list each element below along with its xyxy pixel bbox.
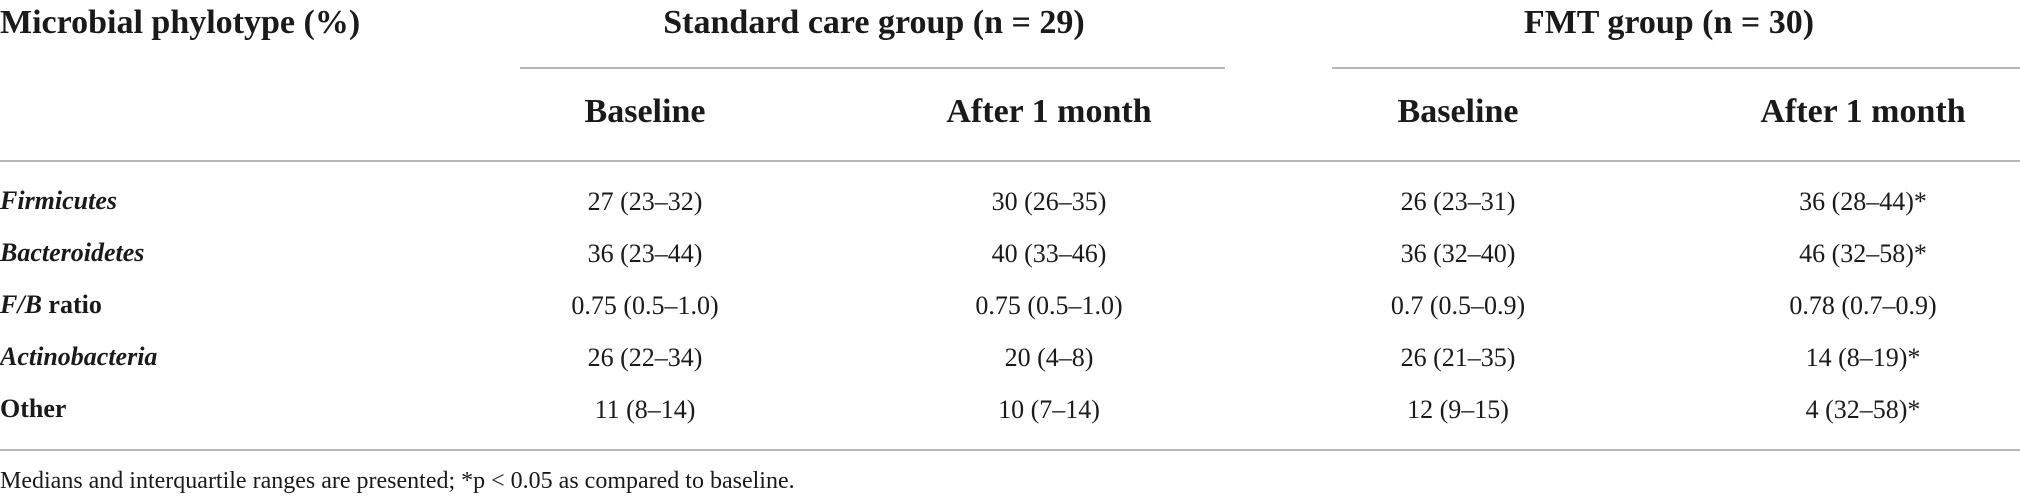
row-label-bacteroidetes: Bacteroidetes: [0, 238, 145, 267]
cell-firmicutes-sc-after: 30 (26–35): [991, 187, 1107, 216]
cell-actino-fmt-after: 14 (8–19)*: [1805, 343, 1921, 372]
group-header-fmt: FMT group (n = 30): [1524, 4, 1814, 42]
group-label: Standard care group: [663, 4, 965, 41]
cell-fb-sc-baseline: 0.75 (0.5–1.0): [571, 291, 719, 320]
group-underline-standard-care: [520, 67, 1225, 69]
cell-bacteroidetes-sc-after: 40 (33–46): [991, 239, 1107, 268]
group-underline-fmt: [1332, 67, 2020, 69]
group-header-standard-care: Standard care group (n = 29): [663, 4, 1084, 42]
cell-other-fmt-baseline: 12 (9–15): [1407, 395, 1509, 424]
row-label-actinobacteria: Actinobacteria: [0, 342, 158, 371]
cell-bacteroidetes-sc-baseline: 36 (23–44): [587, 239, 703, 268]
row-label-fb-ratio: F/B ratio: [0, 290, 102, 320]
cell-actino-sc-baseline: 26 (22–34): [587, 343, 703, 372]
cell-firmicutes-fmt-after: 36 (28–44)*: [1799, 187, 1927, 216]
bottom-rule: [0, 449, 2020, 451]
cell-fb-fmt-baseline: 0.7 (0.5–0.9): [1390, 291, 1526, 320]
group-n-label: (n = 29): [972, 4, 1085, 41]
cell-bacteroidetes-fmt-baseline: 36 (32–40): [1400, 239, 1516, 268]
row-label-firmicutes: Firmicutes: [0, 186, 118, 215]
group-label: FMT group: [1523, 4, 1694, 41]
cell-bacteroidetes-fmt-after: 46 (32–58)*: [1799, 239, 1927, 268]
column-header-sc-after: After 1 month: [946, 93, 1152, 130]
cell-firmicutes-sc-baseline: 27 (23–32): [587, 187, 703, 216]
table-footnote: Medians and interquartile ranges are pre…: [0, 468, 795, 494]
row-label-fb-italic: F/B: [0, 290, 42, 319]
row-label-fb-rest: ratio: [41, 290, 102, 319]
cell-fb-fmt-after: 0.78 (0.7–0.9): [1789, 291, 1937, 320]
cell-other-sc-baseline: 11 (8–14): [594, 395, 696, 424]
cell-actino-fmt-baseline: 26 (21–35): [1400, 343, 1516, 372]
cell-fb-sc-after: 0.75 (0.5–1.0): [975, 291, 1123, 320]
row-label-header: Microbial phylotype (%): [0, 4, 361, 41]
group-n-label: (n = 30): [1702, 4, 1815, 41]
cell-other-sc-after: 10 (7–14): [998, 395, 1100, 424]
row-label-other: Other: [0, 394, 67, 423]
header-rule: [0, 160, 2020, 162]
cell-other-fmt-after: 4 (32–58)*: [1805, 395, 1921, 424]
cell-actino-sc-after: 20 (4–8): [1004, 343, 1094, 372]
cell-firmicutes-fmt-baseline: 26 (23–31): [1400, 187, 1516, 216]
column-header-fmt-baseline: Baseline: [1397, 93, 1519, 130]
column-header-sc-baseline: Baseline: [584, 93, 706, 130]
column-header-fmt-after: After 1 month: [1760, 93, 1966, 130]
